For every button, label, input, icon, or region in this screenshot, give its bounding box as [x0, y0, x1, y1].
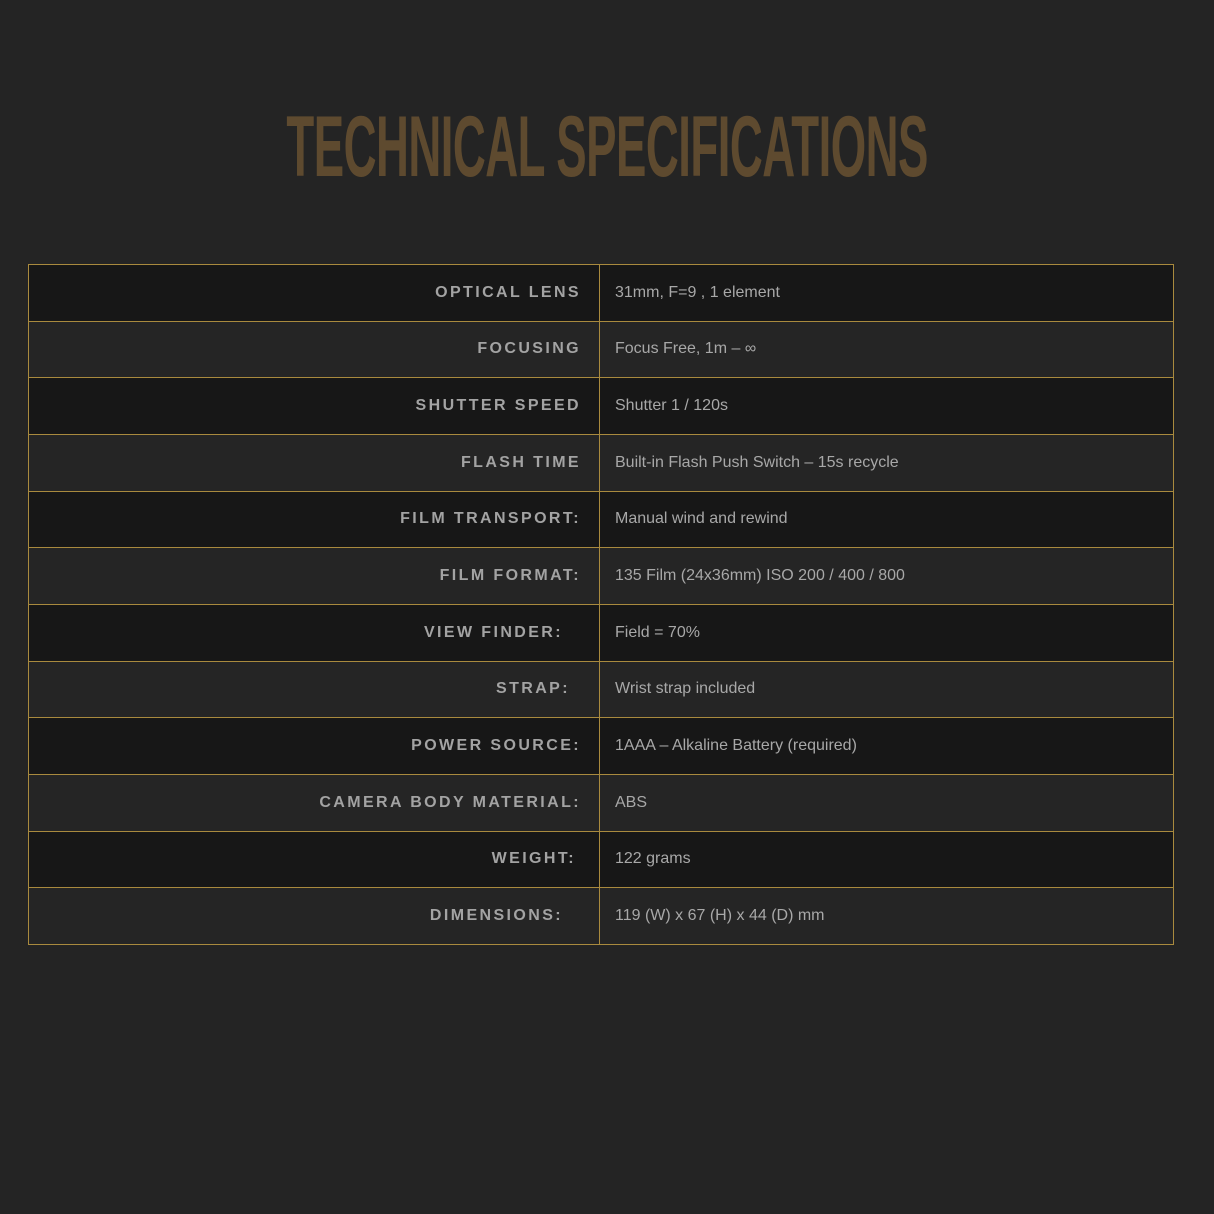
page-title: TECHNICAL SPECIFICATIONS — [286, 99, 928, 195]
spec-label: OPTICAL LENS — [28, 264, 600, 322]
specs-table: OPTICAL LENS 31mm, F=9 , 1 element FOCUSIN… — [28, 264, 1174, 945]
spec-value: Manual wind and rewind — [599, 490, 1174, 549]
spec-row: FOCUSING Focus Free, 1m – ∞ — [28, 320, 1174, 379]
spec-label: FLASH TIME — [28, 433, 600, 492]
spec-label: WEIGHT: — [28, 830, 600, 889]
spec-label: VIEW FINDER: — [28, 603, 600, 662]
spec-row: OPTICAL LENS 31mm, F=9 , 1 element — [28, 264, 1174, 322]
spec-row: FILM FORMAT: 135 Film (24x36mm) ISO 200 /… — [28, 547, 1174, 605]
spec-row: VIEW FINDER: Field = 70% — [28, 603, 1174, 662]
spec-label: DIMENSIONS: — [28, 887, 600, 945]
spec-row: POWER SOURCE: 1AAA – Alkaline Battery (re… — [28, 717, 1174, 775]
spec-value: Focus Free, 1m – ∞ — [599, 320, 1174, 379]
spec-row: STRAP: Wrist strap included — [28, 660, 1174, 719]
spec-row: FLASH TIME Built-in Flash Push Switch – 1… — [28, 433, 1174, 492]
spec-value: 122 grams — [599, 830, 1174, 889]
spec-label: POWER SOURCE: — [28, 717, 600, 775]
spec-label: SHUTTER SPEED — [28, 377, 600, 435]
spec-value: Shutter 1 / 120s — [599, 377, 1174, 435]
spec-label: FILM FORMAT: — [28, 547, 600, 605]
spec-row: CAMERA BODY MATERIAL: ABS — [28, 773, 1174, 832]
spec-label: STRAP: — [28, 660, 600, 719]
spec-value: 31mm, F=9 , 1 element — [599, 264, 1174, 322]
spec-value: Wrist strap included — [599, 660, 1174, 719]
spec-row: FILM TRANSPORT: Manual wind and rewind — [28, 490, 1174, 549]
page-title-wrap: TECHNICAL SPECIFICATIONS — [0, 104, 1214, 190]
spec-label: FOCUSING — [28, 320, 600, 379]
spec-value: 1AAA – Alkaline Battery (required) — [599, 717, 1174, 775]
spec-value: 119 (W) x 67 (H) x 44 (D) mm — [599, 887, 1174, 945]
spec-value: ABS — [599, 773, 1174, 832]
spec-label: FILM TRANSPORT: — [28, 490, 600, 549]
spec-label: CAMERA BODY MATERIAL: — [28, 773, 600, 832]
spec-value: Field = 70% — [599, 603, 1174, 662]
spec-row: DIMENSIONS: 119 (W) x 67 (H) x 44 (D) mm — [28, 887, 1174, 945]
spec-row: SHUTTER SPEED Shutter 1 / 120s — [28, 377, 1174, 435]
spec-row: WEIGHT: 122 grams — [28, 830, 1174, 889]
spec-value: 135 Film (24x36mm) ISO 200 / 400 / 800 — [599, 547, 1174, 605]
spec-value: Built-in Flash Push Switch – 15s recycle — [599, 433, 1174, 492]
